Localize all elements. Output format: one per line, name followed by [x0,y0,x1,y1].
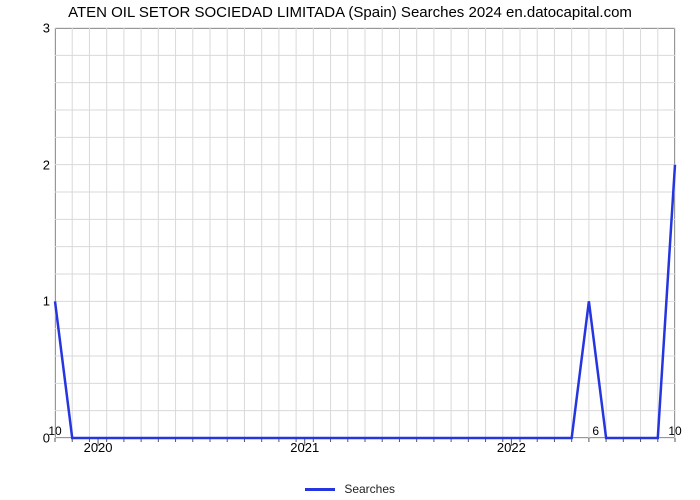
y-tick-label: 2 [20,157,50,172]
x-tick-label: 2022 [497,440,526,455]
axis-annotation: 6 [592,424,599,438]
legend-label: Searches [344,482,395,496]
axis-annotation: 10 [668,424,681,438]
x-tick-label: 2020 [84,440,113,455]
axis-annotation: 10 [48,424,61,438]
x-tick-label: 2021 [290,440,319,455]
y-tick-label: 1 [20,294,50,309]
legend-swatch [305,488,335,491]
y-tick-label: 3 [20,21,50,36]
legend: Searches [0,482,700,496]
y-tick-label: 0 [20,431,50,446]
